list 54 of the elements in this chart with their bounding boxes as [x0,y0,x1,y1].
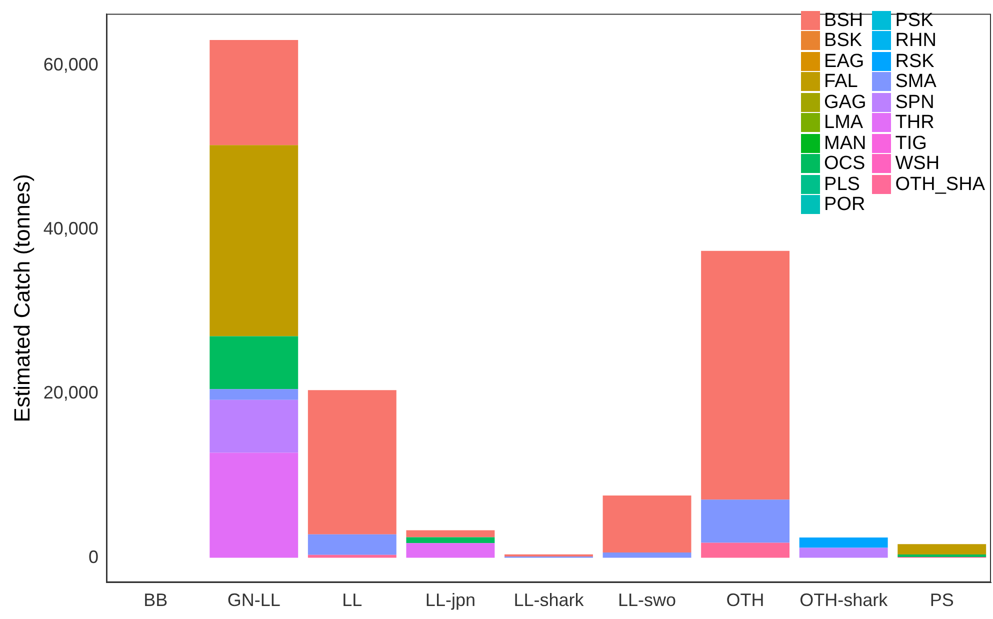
legend-label: PSK [895,10,934,31]
legend-label: RHN [895,30,936,52]
bar [602,496,692,552]
legend-label: FAL [824,71,858,92]
y-tick-label: 40,000 [43,218,98,239]
x-tick-label: PS [930,590,954,610]
legend-label: POR [824,194,866,216]
bar [799,548,888,558]
x-tick-label: OTH-shark [800,590,889,610]
x-tick-label: LL [342,590,362,610]
bar [210,400,298,453]
legend-label: BSK [824,30,862,52]
legend-label: EAG [824,50,864,72]
y-tick-label: 60,000 [43,54,98,74]
bar [602,552,692,558]
bar [898,544,986,555]
bar [406,543,495,558]
legend-label: SPN [895,92,934,113]
x-tick-label: LL-shark [514,590,585,610]
bar [210,145,298,336]
legend-label: LMA [824,112,864,134]
bar [799,538,888,548]
bar [308,534,396,555]
x-tick-label: BB [144,590,168,610]
bar [406,530,495,538]
bar [308,390,396,534]
legend-label: THR [895,112,934,134]
bar [701,250,790,500]
bar [701,500,790,543]
bar [210,389,298,400]
x-tick-label: GN-LL [227,590,280,610]
x-tick-label: LL-swo [618,590,676,610]
y-axis-title: Estimated Catch (tonnes) [9,174,34,422]
x-tick-label: OTH [726,590,764,610]
legend-label: BSH [824,10,864,31]
legend-label: MAN [824,132,866,154]
legend-label: WSH [895,153,940,174]
bar [504,554,593,557]
legend-label: SMA [895,71,936,92]
legend-label: RSK [895,50,934,72]
bar [701,542,790,558]
bar [308,554,396,558]
legend-label: PLS [824,174,860,195]
legend-label: TIG [895,132,927,154]
bar [406,537,495,544]
x-tick-label: LL-jpn [425,590,476,610]
y-tick-label: 20,000 [43,382,98,403]
bar [210,452,298,558]
legend-label: OTH_SHA [895,174,985,195]
bar [210,336,298,390]
y-tick-label: 0 [88,546,98,567]
legend-label: OCS [824,153,866,174]
legend-label: GAG [824,92,866,113]
bar [210,40,298,146]
